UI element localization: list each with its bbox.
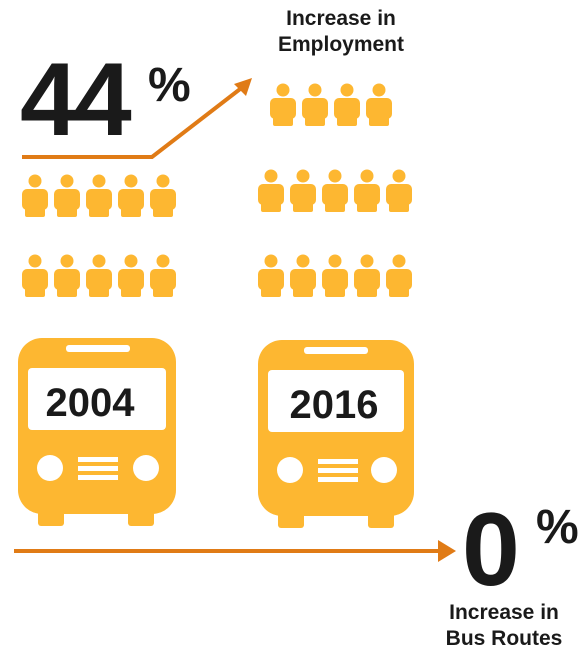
person-icon bbox=[118, 254, 144, 297]
person-icon bbox=[290, 254, 316, 297]
year-label-2016: 2016 bbox=[289, 383, 379, 427]
person-icon bbox=[322, 254, 348, 297]
employment-label-line1: Increase in bbox=[286, 7, 396, 30]
employment-arrow bbox=[22, 84, 246, 159]
person-icon bbox=[86, 174, 112, 217]
person-icon bbox=[302, 83, 328, 126]
person-icon bbox=[150, 254, 176, 297]
person-icon bbox=[258, 254, 284, 297]
bus-routes-label: Increase in Bus Routes bbox=[420, 600, 588, 653]
person-icon bbox=[354, 254, 380, 297]
person-icon bbox=[386, 254, 412, 297]
bus-routes-label-line2: Bus Routes bbox=[445, 627, 563, 651]
person-icon bbox=[118, 174, 144, 217]
person-icon bbox=[322, 169, 348, 212]
person-icon bbox=[22, 254, 48, 297]
person-icon bbox=[354, 169, 380, 212]
person-icon bbox=[54, 174, 80, 217]
person-icon bbox=[386, 169, 412, 212]
employment-label-line2: Employment bbox=[277, 33, 405, 57]
employment-percent-value: 44 bbox=[20, 42, 132, 158]
bus-routes-label-line1: Increase in bbox=[449, 601, 559, 624]
person-icon bbox=[366, 83, 392, 126]
person-icon bbox=[334, 83, 360, 126]
person-icon bbox=[270, 83, 296, 126]
person-icon bbox=[54, 254, 80, 297]
bus-routes-arrowhead bbox=[438, 540, 456, 562]
bus-icon-2004 bbox=[18, 338, 176, 526]
employment-label: Increase in Employment bbox=[238, 6, 444, 59]
people-group-2016 bbox=[258, 83, 412, 297]
bus-icon-2016 bbox=[258, 340, 414, 528]
people-group-2004 bbox=[22, 174, 176, 297]
employment-percent-sign: % bbox=[148, 59, 191, 112]
bus-routes-percent-value: 0 bbox=[462, 492, 520, 608]
person-icon bbox=[22, 174, 48, 217]
year-label-2004: 2004 bbox=[45, 381, 135, 425]
person-icon bbox=[86, 254, 112, 297]
person-icon bbox=[150, 174, 176, 217]
person-icon bbox=[290, 169, 316, 212]
employment-arrowhead bbox=[234, 78, 252, 96]
person-icon bbox=[258, 169, 284, 212]
bus-routes-percent-sign: % bbox=[536, 501, 579, 554]
